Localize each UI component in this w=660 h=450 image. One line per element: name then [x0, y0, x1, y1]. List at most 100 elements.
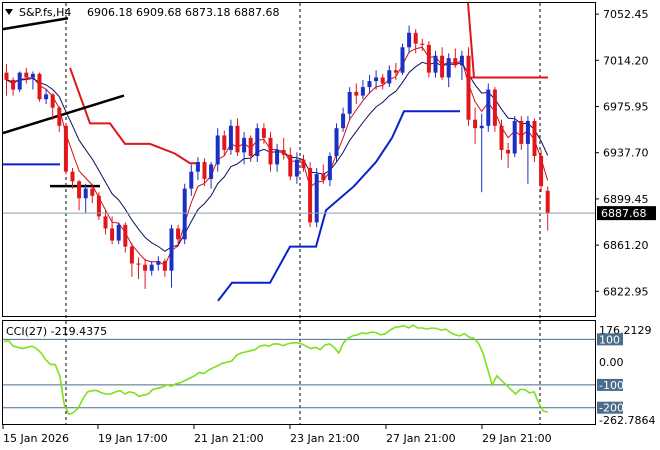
candle-body: [446, 58, 451, 78]
candle: [182, 183, 187, 245]
candle: [162, 258, 167, 277]
candle-body: [24, 72, 29, 78]
candle: [519, 116, 524, 150]
candle: [123, 222, 128, 253]
candle-body: [70, 171, 75, 182]
candle: [400, 43, 405, 76]
candle-body: [393, 70, 398, 73]
candle-body: [466, 55, 471, 120]
time-axis: 15 Jan 2026 19 Jan 17:00 21 Jan 21:00 23 Ja…: [2, 425, 552, 445]
candle-body: [334, 128, 339, 156]
candle: [103, 210, 108, 235]
candle: [440, 47, 445, 80]
candle: [347, 87, 352, 120]
candle-body: [294, 159, 299, 177]
cci-tick-label: -262.7864: [599, 414, 655, 427]
red-level-drop: [467, 2, 475, 78]
cci-level-label: 100: [599, 333, 620, 346]
candle-body: [63, 125, 68, 172]
candle: [545, 186, 550, 231]
candle: [83, 183, 88, 213]
candle-body: [209, 164, 214, 179]
candle: [539, 149, 544, 193]
candle: [334, 123, 339, 163]
cci-label: CCI(27) -219.4375: [6, 325, 107, 338]
candle: [281, 137, 286, 160]
candle: [446, 53, 451, 88]
candle-body: [420, 43, 425, 45]
candle: [242, 131, 247, 165]
cci-level-lines: [3, 338, 595, 409]
candle: [321, 164, 326, 184]
candle-body: [545, 190, 550, 214]
candle: [466, 47, 471, 126]
candle-body: [459, 55, 464, 66]
candle-body: [222, 135, 227, 150]
cci-level-label: -200: [599, 402, 624, 415]
candle-body: [268, 137, 273, 165]
cci-level-tag: [597, 378, 623, 391]
candle: [387, 65, 392, 88]
candle: [255, 123, 260, 163]
candle-body: [492, 89, 497, 126]
candle: [50, 93, 55, 120]
candle: [473, 107, 478, 144]
current-price-tag: 6887.68: [597, 206, 656, 221]
candle-body: [162, 261, 167, 271]
candle: [116, 222, 121, 245]
time-tick-label: 19 Jan 17:00: [98, 432, 168, 445]
candle-body: [314, 174, 319, 223]
candle-body: [308, 168, 313, 223]
candle-body: [77, 181, 82, 199]
candle: [37, 72, 42, 102]
price-tick-label: 7052.45: [603, 8, 649, 21]
symbol-label: S&P.fs,H4: [19, 6, 71, 19]
candle: [63, 123, 68, 175]
candle: [11, 77, 16, 96]
candle: [275, 143, 280, 172]
candle: [176, 224, 181, 247]
candle-body: [347, 91, 352, 114]
candle-body: [182, 188, 187, 240]
candle-body: [327, 155, 332, 181]
candle-body: [407, 32, 412, 48]
candle: [24, 67, 29, 84]
candle-body: [110, 228, 115, 241]
candle-body: [255, 128, 260, 156]
candle-body: [281, 149, 286, 155]
candle-body: [301, 159, 306, 169]
candle: [110, 216, 115, 245]
indicator-overlays: [2, 2, 549, 302]
candle-body: [57, 107, 62, 126]
candle: [532, 118, 537, 163]
upper-trendline: [2, 17, 69, 31]
candle: [44, 89, 49, 105]
candle-body: [512, 120, 517, 154]
blue-trailing-line: [217, 110, 460, 302]
candle-body: [433, 55, 438, 73]
candle-body: [176, 228, 181, 240]
candle-body: [275, 149, 280, 165]
candle-body: [30, 73, 35, 78]
candle: [129, 242, 134, 277]
cci-panel-frame: [2, 320, 596, 425]
candle-body: [156, 261, 161, 265]
lower-trendline: [2, 94, 125, 135]
candle-body: [50, 94, 55, 108]
candle: [354, 83, 359, 105]
candle: [96, 192, 101, 220]
candle-body: [539, 155, 544, 187]
candle: [70, 168, 75, 189]
candle-body: [17, 72, 22, 90]
candle: [506, 142, 511, 169]
candle: [248, 135, 253, 163]
candle: [367, 75, 372, 94]
candle: [374, 70, 379, 90]
candle-body: [341, 113, 346, 129]
candle-body: [387, 70, 392, 84]
candle: [499, 119, 504, 160]
candle: [215, 128, 220, 172]
triangle-down-icon[interactable]: [5, 9, 13, 15]
candle-body: [413, 32, 418, 44]
